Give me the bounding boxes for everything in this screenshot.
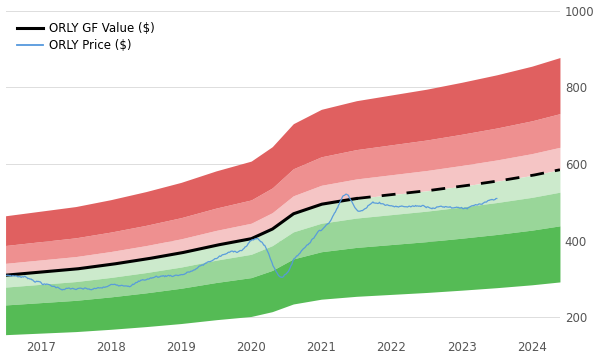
Legend: ORLY GF Value ($), ORLY Price ($): ORLY GF Value ($), ORLY Price ($) bbox=[11, 17, 161, 58]
